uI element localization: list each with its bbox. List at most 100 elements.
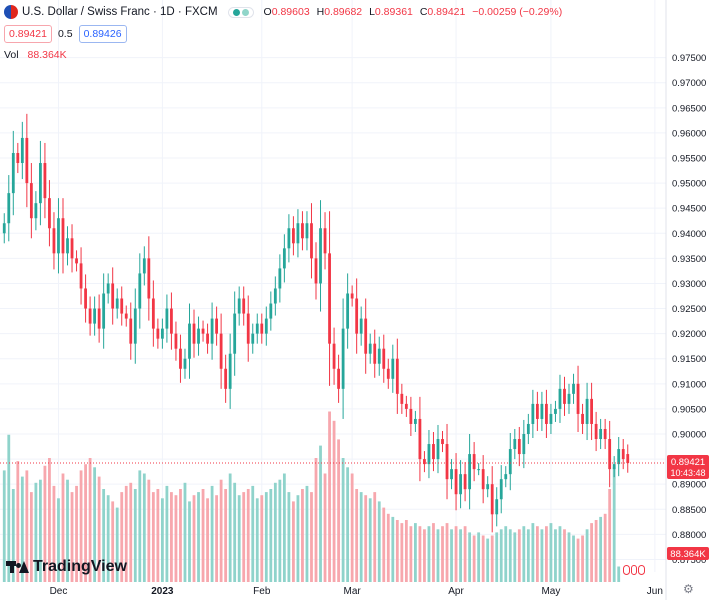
- candle-body: [210, 318, 214, 344]
- volume-bar: [495, 532, 499, 582]
- volume-bar: [350, 473, 354, 582]
- price-tick-label: 0.92000: [672, 329, 706, 340]
- candle-body: [504, 474, 508, 480]
- candle-body: [43, 163, 47, 199]
- volume-bar: [102, 489, 106, 582]
- candle-body: [576, 383, 580, 414]
- candle-body: [526, 423, 530, 434]
- candle-body: [319, 228, 322, 284]
- volume-bar: [197, 492, 200, 582]
- candle-body: [590, 398, 593, 424]
- volume-bar: [282, 473, 286, 582]
- candle-body: [215, 318, 219, 334]
- candle-body: [463, 474, 467, 490]
- volume-bar: [111, 501, 115, 582]
- open-label: O: [263, 6, 272, 18]
- price-axis[interactable]: 0.97500 0.97000 0.96500 0.96000 0.95500 0.950…: [665, 0, 706, 600]
- time-axis[interactable]: Dec2023FebMarAprMayJunJul: [50, 586, 710, 597]
- candle-body: [179, 348, 182, 369]
- volume-bar: [129, 482, 133, 582]
- candle-body: [201, 328, 205, 334]
- candle-body: [219, 333, 223, 369]
- candle-body: [246, 313, 250, 344]
- candle-body: [97, 308, 101, 329]
- candle-body: [206, 333, 209, 344]
- volume-bar: [93, 467, 97, 582]
- volume-tag-label: 88.364K: [670, 549, 706, 560]
- volume-bar: [432, 523, 435, 582]
- candle-body: [314, 258, 318, 284]
- time-tick-label: Feb: [253, 586, 271, 597]
- volume-bar: [386, 513, 390, 582]
- volume-bar: [165, 485, 169, 582]
- settings-gear-icon[interactable]: ⚙: [683, 582, 694, 596]
- volume-bar: [233, 482, 237, 582]
- volume-bar: [133, 489, 137, 582]
- volume-bar: [513, 532, 517, 582]
- candle-body: [66, 238, 69, 254]
- volume-bar: [572, 535, 575, 582]
- volume-bar: [477, 532, 481, 582]
- candle-body: [423, 459, 426, 465]
- volume-bar: [120, 492, 124, 582]
- low-label: L: [369, 6, 375, 18]
- volume-bar: [581, 535, 584, 582]
- volume-bar: [504, 526, 508, 582]
- candle-body: [540, 403, 544, 419]
- candle-body: [29, 183, 33, 219]
- volume-bar: [183, 482, 187, 582]
- candle-body: [436, 439, 440, 460]
- candle-body: [287, 228, 291, 249]
- buy-button[interactable]: 0.89426: [78, 25, 127, 43]
- volume-bar: [219, 479, 223, 582]
- candle-body: [346, 293, 350, 329]
- volume-legend-label[interactable]: Vol: [4, 49, 19, 61]
- candle-body: [310, 223, 313, 259]
- volume-bar: [364, 495, 368, 582]
- candle-body: [328, 253, 331, 344]
- volume-bar: [260, 495, 264, 582]
- volume-bar: [531, 523, 535, 582]
- volume-bar: [608, 489, 612, 582]
- symbol-title[interactable]: U.S. Dollar / Swiss Franc · 1D · FXCM: [22, 6, 218, 18]
- candle-body: [432, 444, 435, 460]
- currency-flags-icon[interactable]: [623, 565, 646, 577]
- market-status-indicator[interactable]: [227, 6, 254, 18]
- volume-bar: [427, 526, 431, 582]
- time-tick-label: 2023: [151, 586, 174, 597]
- candle-body: [549, 413, 553, 424]
- volume-bar: [535, 526, 539, 582]
- candle-body: [468, 454, 472, 490]
- volume-bar: [603, 513, 607, 582]
- candle-body: [567, 393, 571, 404]
- candle-body: [459, 474, 462, 495]
- volume-bar: [400, 523, 404, 582]
- candle-body: [450, 469, 453, 480]
- volume-bar: [206, 498, 209, 582]
- volume-bar: [404, 520, 408, 582]
- volume-bar: [346, 467, 350, 582]
- volume-bar: [2, 470, 6, 582]
- volume-bar: [52, 485, 56, 582]
- volume-bar: [34, 482, 38, 582]
- volume-bar: [576, 538, 580, 582]
- candle-body: [391, 358, 395, 379]
- volume-bar: [278, 479, 282, 582]
- volume-bar: [409, 526, 413, 582]
- candle-body: [147, 258, 151, 299]
- volume-bar: [75, 485, 78, 582]
- sell-button[interactable]: 0.89421: [4, 25, 52, 43]
- price-tick-label: 0.97500: [672, 53, 706, 64]
- price-tick-label: 0.88000: [672, 530, 706, 541]
- candle-body: [608, 439, 612, 470]
- tradingview-logo[interactable]: TradingView: [6, 558, 127, 576]
- volume-bar: [481, 535, 485, 582]
- candle-body: [165, 308, 169, 329]
- volume-bar: [179, 489, 182, 582]
- low-value: 0.89361: [374, 6, 413, 18]
- volume-bar: [486, 538, 490, 582]
- volume-bar: [115, 507, 119, 582]
- volume-bar: [423, 529, 426, 582]
